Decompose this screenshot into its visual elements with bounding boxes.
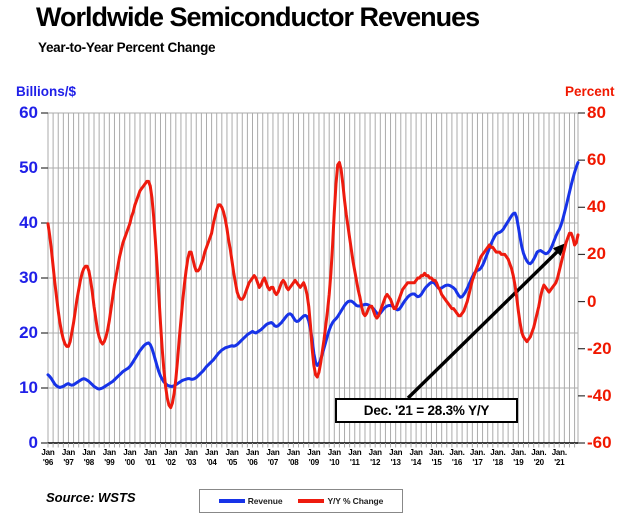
x-axis-tick-label: Jan. '20	[531, 448, 547, 467]
legend-label-revenue: Revenue	[247, 496, 283, 506]
annotation-arrow-head	[552, 243, 566, 256]
right-axis-tick-label: -60	[587, 433, 612, 452]
x-axis-tick-label: Jan '97	[61, 448, 76, 467]
left-axis-tick-label: 20	[19, 323, 38, 342]
x-axis-tick-label: Jan. '21	[551, 448, 567, 467]
x-axis-tick-label: Jan '12	[368, 448, 382, 467]
right-axis-tick-label: 0	[587, 291, 597, 311]
x-axis-tick-label: Jan '02	[164, 448, 178, 467]
yoy-line	[46, 161, 580, 410]
left-axis-tick-label: 50	[19, 158, 38, 177]
left-axis-title: Billions/$	[16, 84, 77, 99]
x-axis-tick-label: Jan '98	[82, 448, 96, 467]
right-axis-tick-label: 40	[587, 197, 606, 217]
right-axis-tick-label: 20	[587, 244, 606, 264]
right-axis-tick-label: 60	[587, 150, 606, 170]
x-axis-tick-label: Jan '01	[143, 448, 157, 467]
x-axis-tick-label: Jan '06	[245, 448, 260, 467]
legend-label-yoy: Y/Y % Change	[327, 496, 384, 506]
source-label: Source: WSTS	[46, 490, 136, 505]
x-axis-tick-label: Jan. '18	[490, 448, 506, 467]
right-axis-tick-label: -20	[587, 338, 612, 358]
right-axis-title: Percent	[565, 84, 615, 99]
x-axis-tick-label: Jan '13	[389, 448, 403, 467]
chart-subtitle: Year-to-Year Percent Change	[38, 40, 216, 55]
left-axis-tick-label: 10	[19, 378, 38, 397]
x-axis-tick-label: Jan '11	[348, 448, 362, 467]
annotation-arrow-shaft	[406, 250, 559, 400]
x-axis-tick-label: Jan '03	[184, 448, 198, 467]
x-axis-tick-label: Jan '14	[409, 448, 423, 467]
x-axis-tick-label: Jan '96	[41, 448, 55, 467]
x-axis-tick-label: Jan '00	[123, 448, 137, 467]
annotation-callout: Dec. '21 = 28.3% Y/Y	[335, 398, 518, 423]
legend: Revenue Y/Y % Change	[199, 489, 403, 513]
right-axis-tick-label: -40	[587, 385, 612, 405]
x-axis-tick-label: Jan '05	[225, 448, 239, 467]
x-axis-tick-label: Jan '08	[286, 448, 300, 467]
left-axis-tick-label: 30	[19, 268, 38, 287]
legend-swatch-revenue	[218, 499, 245, 503]
x-axis-tick-label: Jan. '19	[510, 448, 526, 467]
x-axis-tick-label: Jan '07	[266, 448, 280, 467]
x-axis-tick-label: Jan '09	[307, 448, 321, 467]
x-axis-tick-label: Jan '04	[205, 448, 219, 467]
chart-title: Worldwide Semiconductor Revenues	[36, 2, 480, 32]
left-axis-tick-label: 0	[28, 433, 38, 452]
left-axis-tick-label: 40	[19, 213, 38, 232]
x-axis-tick-label: Jan. '16	[449, 448, 465, 467]
x-axis-tick-label: Jan '10	[327, 448, 341, 467]
x-axis-tick-label: Jan. '17	[469, 448, 486, 467]
legend-swatch-yoy	[298, 499, 325, 503]
right-axis-tick-label: 80	[587, 103, 606, 122]
x-axis-tick-label: Jan '99	[102, 448, 116, 467]
left-axis-tick-label: 60	[19, 103, 38, 122]
x-axis-tick-label: Jan. '15	[428, 448, 445, 467]
